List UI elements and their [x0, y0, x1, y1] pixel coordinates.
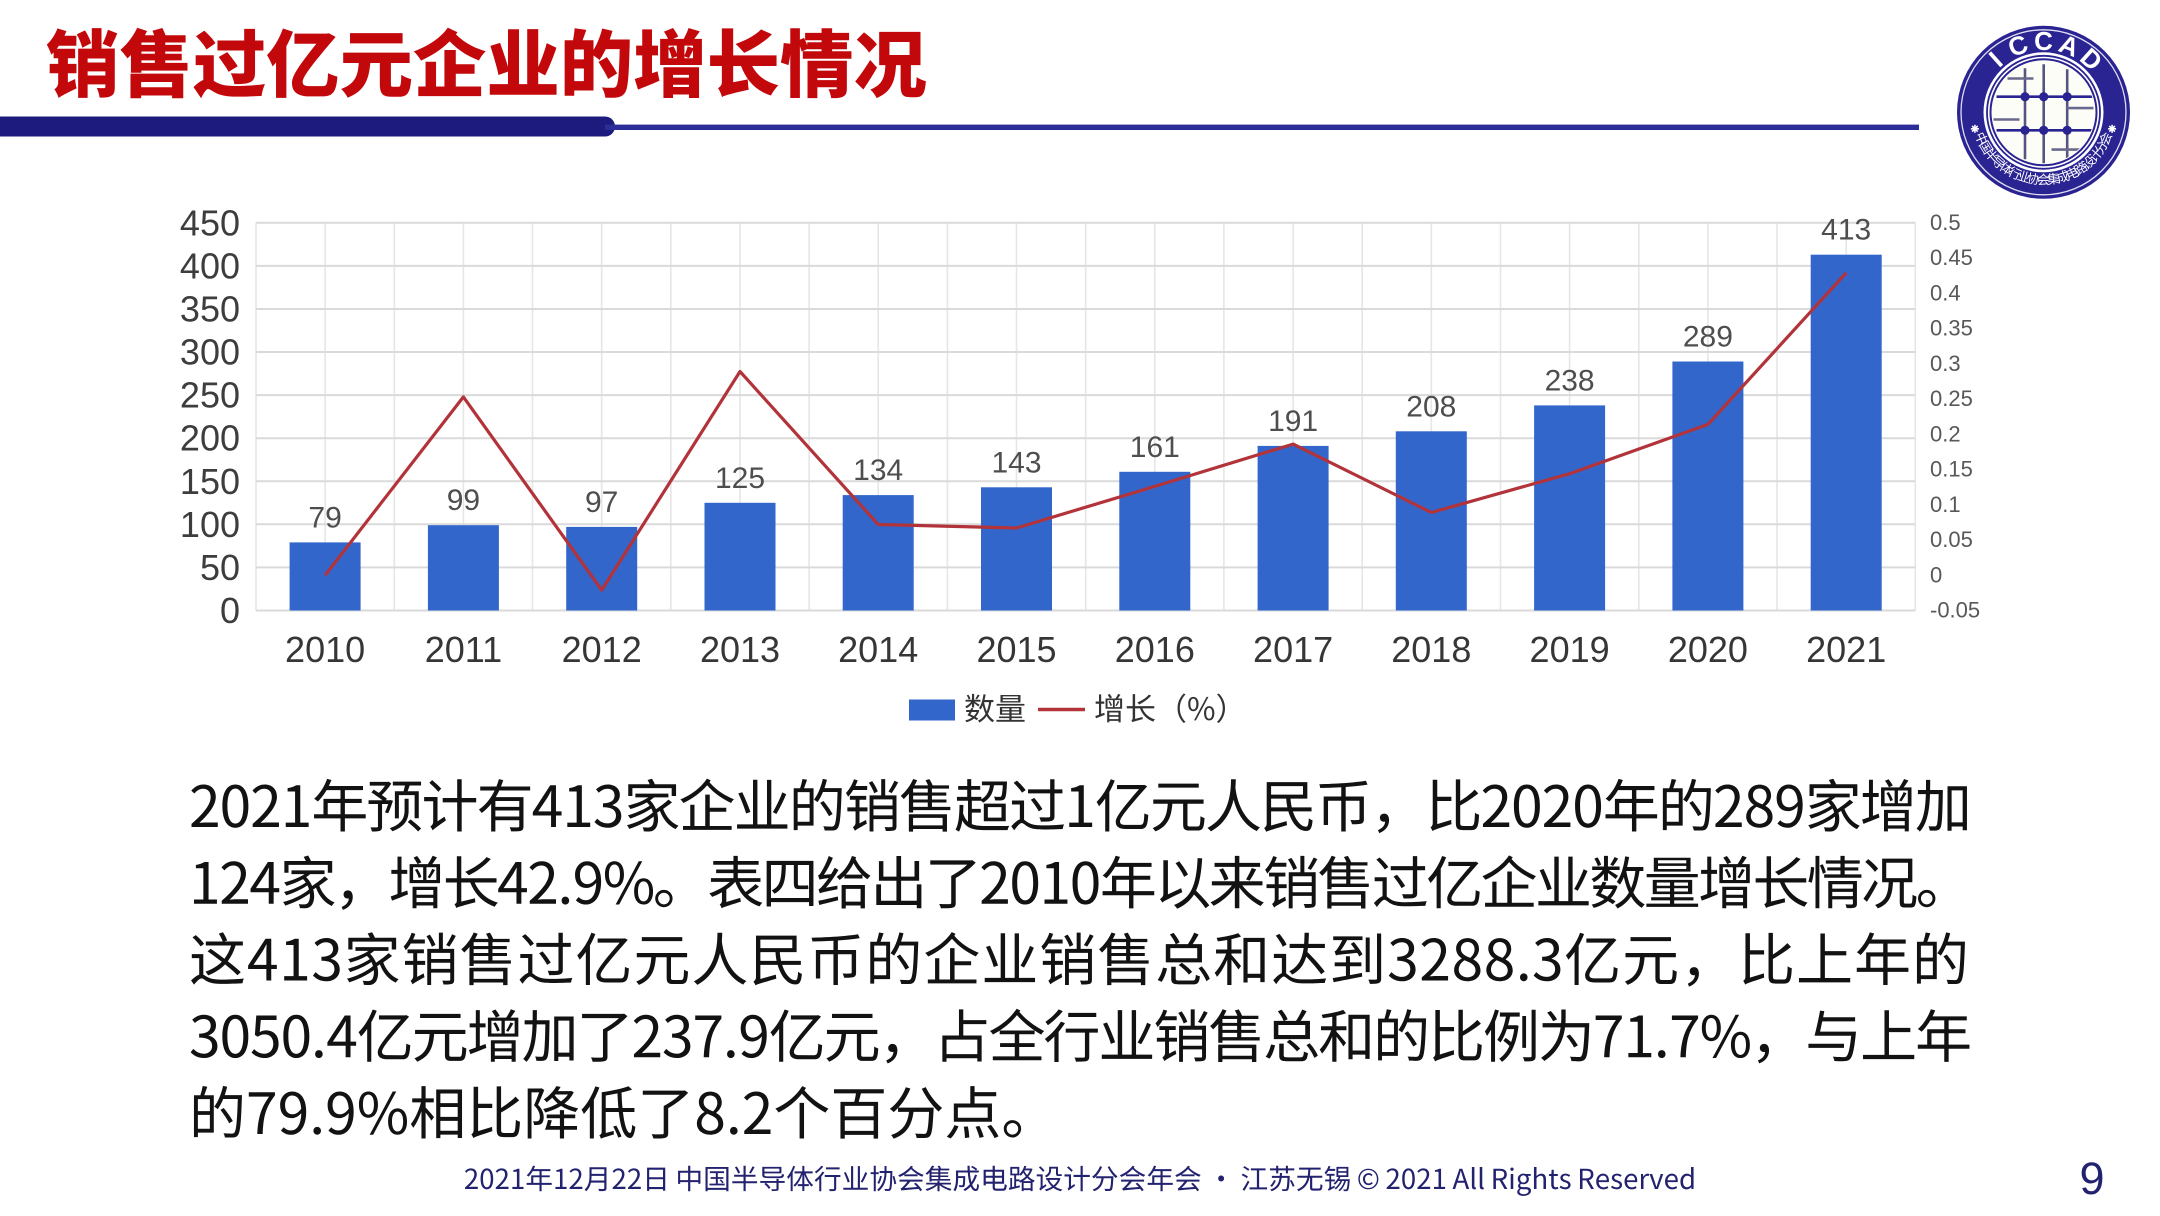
svg-text:350: 350 — [180, 289, 240, 330]
svg-text:9: 9 — [2079, 1153, 2104, 1204]
svg-text:100: 100 — [180, 504, 240, 545]
svg-text:150: 150 — [180, 461, 240, 502]
svg-text:0.3: 0.3 — [1930, 351, 1961, 376]
svg-text:2020: 2020 — [1668, 629, 1748, 670]
svg-text:99: 99 — [447, 484, 480, 517]
svg-text:2021: 2021 — [1806, 629, 1886, 670]
svg-text:0.15: 0.15 — [1930, 457, 1973, 482]
svg-text:191: 191 — [1268, 405, 1318, 438]
svg-text:0.35: 0.35 — [1930, 316, 1973, 341]
svg-text:2012: 2012 — [562, 629, 642, 670]
svg-text:2017: 2017 — [1253, 629, 1333, 670]
svg-text:2010: 2010 — [285, 629, 365, 670]
svg-text:2018: 2018 — [1391, 629, 1471, 670]
svg-text:413: 413 — [1821, 214, 1871, 247]
svg-text:0.1: 0.1 — [1930, 492, 1961, 517]
svg-text:0.4: 0.4 — [1930, 280, 1961, 305]
svg-text:0.2: 0.2 — [1930, 421, 1961, 446]
svg-text:0.5: 0.5 — [1930, 210, 1961, 235]
svg-text:238: 238 — [1545, 364, 1595, 397]
svg-text:97: 97 — [585, 486, 618, 519]
svg-text:C: C — [2034, 26, 2053, 56]
svg-text:-0.05: -0.05 — [1930, 598, 1980, 623]
svg-text:2016: 2016 — [1115, 629, 1195, 670]
svg-text:2015: 2015 — [976, 629, 1056, 670]
svg-text:0.05: 0.05 — [1930, 527, 1973, 552]
svg-text:50: 50 — [200, 547, 240, 588]
svg-text:125: 125 — [715, 462, 765, 495]
svg-text:0: 0 — [1930, 562, 1942, 587]
svg-text:2011: 2011 — [425, 629, 502, 670]
svg-text:400: 400 — [180, 245, 240, 286]
svg-text:2013: 2013 — [700, 629, 780, 670]
svg-text:289: 289 — [1683, 321, 1733, 354]
svg-text:0: 0 — [220, 590, 240, 631]
svg-text:79: 79 — [308, 501, 341, 534]
svg-text:0.45: 0.45 — [1930, 245, 1973, 270]
svg-text:143: 143 — [991, 446, 1041, 479]
svg-text:2019: 2019 — [1530, 629, 1610, 670]
svg-text:161: 161 — [1130, 431, 1180, 464]
svg-text:0.25: 0.25 — [1930, 386, 1973, 411]
svg-text:200: 200 — [180, 418, 240, 459]
svg-text:208: 208 — [1406, 390, 1456, 423]
svg-text:300: 300 — [180, 332, 240, 373]
svg-text:250: 250 — [180, 375, 240, 416]
svg-text:2014: 2014 — [838, 629, 918, 670]
svg-text:134: 134 — [853, 454, 903, 487]
svg-text:450: 450 — [180, 202, 240, 243]
